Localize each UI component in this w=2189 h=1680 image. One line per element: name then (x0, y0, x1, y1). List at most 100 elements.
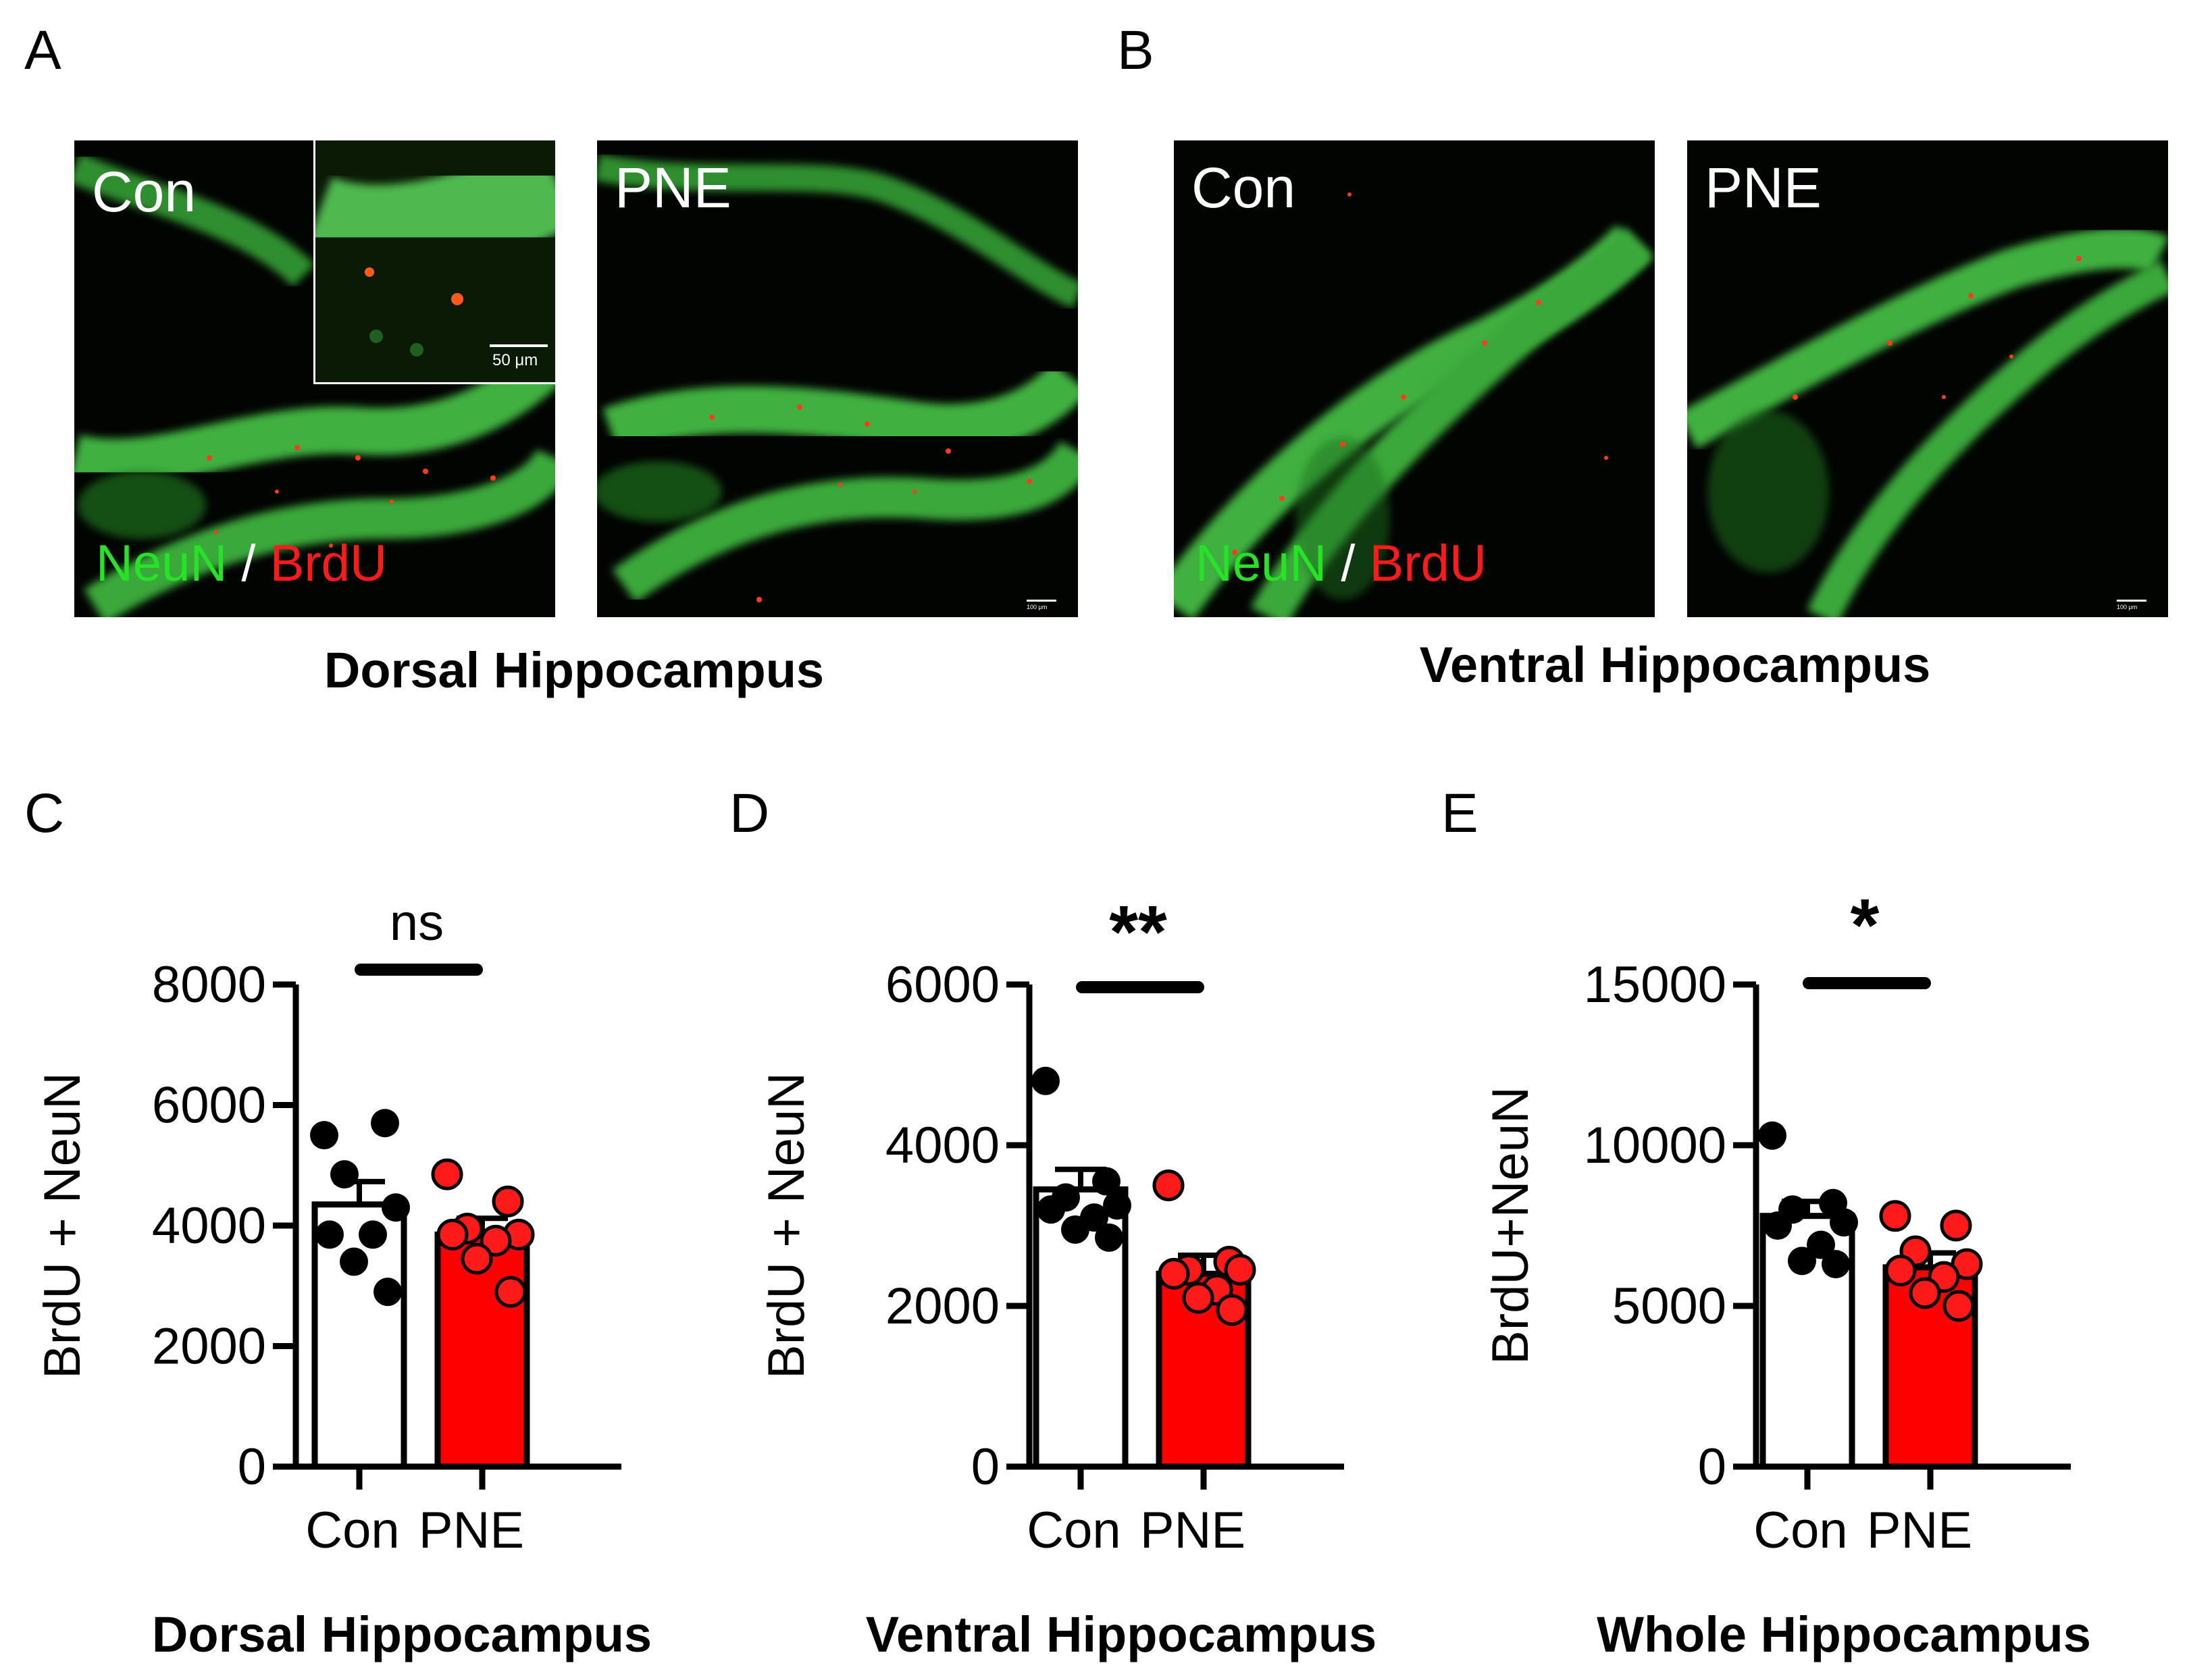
data-point-con (1095, 1223, 1123, 1252)
y-tick-label: 0 (238, 1438, 266, 1496)
data-point-pne (461, 1242, 493, 1275)
chart-title: Whole Hippocampus (1597, 1606, 2091, 1662)
stain-legend: NeuN / BrdU (96, 534, 387, 593)
scale-bar (1027, 600, 1056, 602)
y-tick-label: 4000 (152, 1197, 266, 1255)
y-axis-label: BrdU+NeuN (1482, 1086, 1539, 1365)
data-point-con (1031, 1066, 1060, 1095)
data-point-con (310, 1121, 338, 1150)
micrograph-ventral-pne: PNE 100 μm (1687, 140, 2168, 617)
data-point-con (374, 1278, 402, 1307)
data-point-con (1092, 1167, 1121, 1196)
y-tick-label: 10000 (1584, 1117, 1726, 1174)
inset-tissue (315, 140, 555, 357)
data-point-con (1061, 1215, 1089, 1244)
y-tick-label: 2000 (152, 1318, 266, 1375)
data-point-pne (1216, 1294, 1248, 1326)
stain-separator: / (227, 535, 270, 592)
chart-title: Dorsal Hippocampus (152, 1606, 652, 1662)
data-point-con (1822, 1250, 1850, 1279)
x-tick-label-con: Con (1027, 1502, 1121, 1559)
data-point-pne (1884, 1255, 1917, 1287)
micrograph-dorsal-con: 50 μm Con NeuN / BrdU (74, 140, 555, 617)
data-point-pne (436, 1218, 469, 1251)
panel-letter-a: A (24, 20, 61, 81)
micrograph-label-pne: PNE (615, 156, 731, 219)
data-point-pne (1182, 1282, 1214, 1314)
data-point-pne (1909, 1277, 1941, 1309)
dorsal-con-tissue (74, 153, 555, 617)
panel-letter-e: E (1441, 783, 1478, 844)
y-tick-label: 4000 (885, 1117, 1000, 1174)
stain-separator: / (1327, 535, 1370, 592)
x-tick-label-pne: PNE (1867, 1502, 1972, 1559)
data-point-pne (1879, 1200, 1911, 1232)
y-axis-label: BrdU + NeuN (34, 1072, 91, 1379)
micrograph-label-pne: PNE (1705, 156, 1822, 219)
data-point-con (1037, 1195, 1065, 1224)
data-point-pne (1158, 1257, 1190, 1290)
panel-letter-d: D (729, 783, 770, 844)
micrograph-ventral-con: Con NeuN / BrdU (1174, 140, 1655, 617)
stain-neun: NeuN (96, 535, 228, 592)
data-point-con (1103, 1191, 1131, 1220)
data-point-pne (480, 1224, 512, 1257)
y-tick-label: 2000 (885, 1278, 1000, 1335)
y-tick-label: 6000 (152, 1077, 266, 1134)
stain-brdu: BrdU (1369, 535, 1487, 592)
stain-brdu: BrdU (269, 535, 387, 592)
y-tick-label: 5000 (1612, 1278, 1726, 1335)
scale-text: 100 μm (1027, 604, 1048, 610)
data-point-con (1758, 1121, 1786, 1150)
x-tick-label-pne: PNE (1140, 1502, 1245, 1559)
caption-dorsal-micrograph: Dorsal Hippocampus (324, 642, 825, 698)
data-point-con (1830, 1208, 1858, 1237)
y-tick-label: 0 (971, 1438, 1000, 1496)
panel-letter-b: B (1117, 20, 1154, 81)
data-point-pne (1942, 1290, 1975, 1322)
y-tick-label: 6000 (885, 956, 1000, 1014)
micrograph-label-con: Con (92, 160, 197, 224)
caption-ventral-micrograph: Ventral Hippocampus (1419, 637, 1931, 693)
micrograph-dorsal-pne: PNE 100 μm (597, 140, 1078, 617)
significance-label: ns (390, 894, 444, 951)
data-point-pne (1940, 1209, 1972, 1242)
y-tick-label: 15000 (1584, 956, 1726, 1014)
x-tick-label-pne: PNE (419, 1502, 524, 1559)
data-point-con (330, 1160, 359, 1189)
data-point-pne (431, 1158, 463, 1190)
scale-text: 100 μm (2117, 604, 2138, 610)
data-point-con (1788, 1246, 1816, 1276)
stain-neun: NeuN (1195, 535, 1327, 592)
micrograph-label-con: Con (1191, 156, 1296, 219)
stain-legend: NeuN / BrdU (1195, 534, 1487, 593)
y-tick-label: 0 (1698, 1438, 1726, 1496)
data-point-pne (494, 1276, 527, 1308)
x-tick-label-con: Con (305, 1502, 399, 1559)
ventral-con-tissue (1174, 192, 1655, 617)
dorsal-pne-tissue (597, 154, 1078, 603)
y-axis-label: BrdU + NeuN (758, 1072, 815, 1379)
significance-label: * (1851, 884, 1880, 967)
y-tick-label: 8000 (152, 956, 266, 1014)
data-point-pne (492, 1185, 524, 1217)
data-point-con (315, 1220, 344, 1249)
data-point-con (382, 1193, 410, 1222)
inset-zoom: 50 μm (313, 140, 555, 384)
inset-scale-text: 50 μm (492, 351, 538, 369)
data-point-con (1807, 1230, 1835, 1259)
inset-scale-bar (490, 344, 548, 347)
data-point-con (371, 1109, 399, 1138)
data-point-con (340, 1247, 368, 1276)
data-point-pne (1152, 1170, 1185, 1201)
data-point-con (1763, 1211, 1792, 1240)
data-point-con (359, 1220, 387, 1249)
chart-title: Ventral Hippocampus (866, 1606, 1377, 1662)
panel-letter-c: C (24, 783, 65, 844)
significance-label: ** (1109, 891, 1167, 974)
ventral-pne-tissue (1687, 228, 2168, 617)
x-tick-label-con: Con (1753, 1502, 1847, 1559)
data-point-pne (1224, 1253, 1256, 1286)
scale-bar (2117, 600, 2146, 602)
